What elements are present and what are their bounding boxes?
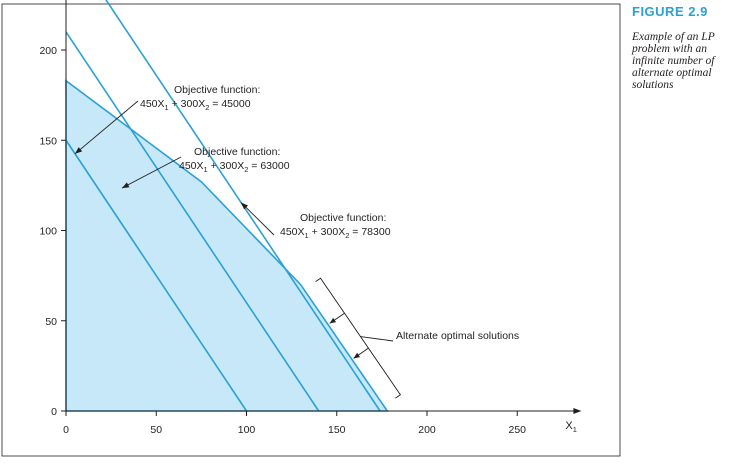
objective-label-title: Objective function: [174, 84, 260, 96]
y-tick-label: 100 [39, 226, 57, 238]
objective-leader-arrow [241, 202, 249, 210]
figure-description-line: problem with an [632, 43, 707, 55]
text-part: X [565, 420, 573, 432]
text-part: = 63000 [248, 160, 289, 172]
figure-description: Example of an LP problem with an infinite … [632, 31, 750, 91]
y-tick-label: 150 [39, 135, 57, 147]
text-part: 450X [140, 98, 165, 110]
figure-title: FIGURE 2.9 [632, 4, 708, 19]
text-part: 450X [179, 160, 204, 172]
x-tick-label: 50 [150, 424, 162, 436]
figure-description-line: alternate optimal [632, 67, 712, 79]
figure-description-line: solutions [632, 79, 674, 91]
objective-leader [121, 156, 182, 189]
y-tick-label: 50 [45, 316, 57, 328]
objective-line-3 [105, 0, 381, 412]
text-part: + 300X [208, 160, 245, 172]
annotations-layer: Objective function:450X1 + 300X2 = 45000… [74, 84, 519, 399]
objective-label-equation: 450X1 + 300X2 = 45000 [140, 98, 251, 112]
alternate-solution-arrowhead [329, 317, 337, 324]
text-part: = 45000 [209, 98, 250, 110]
figure-description-line: Example of an LP [632, 31, 715, 43]
x-tick-label: 0 [63, 424, 69, 436]
subscript: 1 [573, 425, 577, 434]
feasible-region [65, 79, 389, 412]
subscript: 1 [204, 165, 208, 174]
objective-label-title: Objective function: [300, 212, 386, 224]
x-tick-label: 250 [508, 424, 526, 436]
objective-leader-arrow [75, 147, 83, 154]
alternate-solutions-label: Alternate optimal solutions [396, 330, 519, 342]
x-tick-label: 150 [328, 424, 346, 436]
objective-leader-arrow [121, 182, 130, 189]
subscript: 2 [345, 231, 349, 240]
alternate-solutions-leader [360, 336, 394, 342]
objective-label-title: Objective function: [194, 146, 280, 158]
subscript: 2 [244, 165, 248, 174]
objective-label-equation: 450X1 + 300X2 = 78300 [280, 226, 391, 240]
subscript: 2 [205, 103, 209, 112]
x-axis-arrow [573, 408, 582, 414]
figure-caption: FIGURE 2.9 Example of an LP problem with … [632, 4, 750, 91]
objective-leader [74, 100, 139, 155]
objective-lines-layer [65, 0, 381, 412]
text-part: = 78300 [349, 226, 390, 238]
figure-description-line: infinite number of [632, 55, 715, 67]
text-part: 450X [280, 226, 305, 238]
alternate-solution-arrowhead [353, 352, 361, 359]
y-tick-label: 200 [39, 45, 57, 57]
y-tick-label: 0 [51, 406, 57, 418]
text-part: + 300X [309, 226, 346, 238]
objective-line-2 [65, 31, 320, 412]
objective-line-1 [65, 139, 248, 412]
subscript: 1 [305, 231, 309, 240]
subscript: 1 [165, 103, 169, 112]
objective-label-equation: 450X1 + 300X2 = 63000 [179, 160, 290, 174]
feasible-region-layer [65, 79, 389, 412]
x-tick-label: 100 [238, 424, 256, 436]
chart-frame [1, 3, 621, 457]
x-axis-label: X1 [565, 420, 577, 434]
x-tick-label: 200 [418, 424, 436, 436]
objective-leader [240, 202, 275, 236]
text-part: + 300X [169, 98, 206, 110]
axes: 050100150200250050100150200250X1X2 [39, 0, 582, 436]
